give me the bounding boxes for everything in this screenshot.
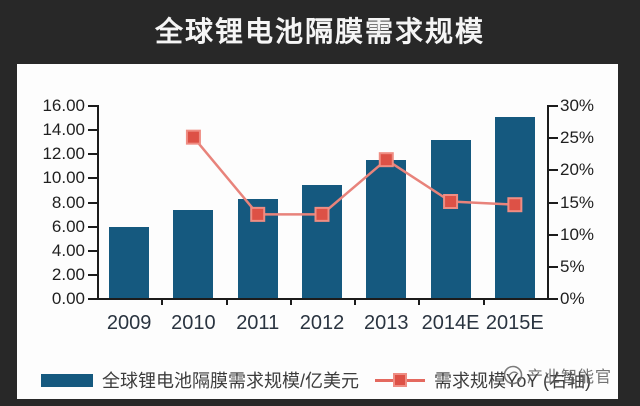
watermark-logo-icon <box>503 365 523 385</box>
bar-2014E <box>430 139 471 298</box>
y-axis-left-tick <box>88 177 97 180</box>
y-axis-right-tick <box>549 169 558 172</box>
x-axis-label-2013: 2013 <box>364 312 409 334</box>
y-axis-right-tick <box>549 105 558 107</box>
legend-line-marker <box>393 373 407 387</box>
y-axis-left-label: 14.00 <box>42 120 85 140</box>
y-axis-right-label: 15% <box>560 192 595 212</box>
y-axis-left-label: 8.00 <box>51 192 85 212</box>
x-axis-label-2010: 2010 <box>171 312 216 334</box>
y-axis-left-label: 10.00 <box>42 168 85 188</box>
y-axis-right-tick <box>549 298 558 300</box>
yoy-line-marker <box>185 129 201 145</box>
yoy-line-marker <box>378 152 394 168</box>
y-axis-right-tick <box>549 265 558 268</box>
legend-line-swatch <box>375 373 425 387</box>
x-axis-tick <box>225 298 228 305</box>
y-axis-right-label: 10% <box>560 224 595 244</box>
legend-bar-label: 全球锂电池隔膜需求规模/亿美元 <box>102 371 359 391</box>
y-axis-left-label: 12.00 <box>42 144 85 164</box>
x-axis-label-2011: 2011 <box>236 312 280 334</box>
y-axis-right-tick <box>549 201 558 204</box>
y-axis-left-tick <box>88 201 97 204</box>
y-axis-right-line <box>547 105 549 300</box>
y-axis-right-label: 25% <box>560 128 595 148</box>
yoy-line-marker <box>443 194 459 209</box>
bar-2010 <box>173 209 214 298</box>
x-axis-label-2012: 2012 <box>299 312 345 334</box>
legend-line-label: 需求规模YoY (右轴) <box>434 371 592 391</box>
legend-bar-swatch <box>41 373 93 387</box>
y-axis-left-tick <box>88 153 97 156</box>
y-axis-left-tick <box>88 225 97 228</box>
y-axis-left-tick <box>88 273 97 276</box>
y-axis-left-label: 0.00 <box>51 289 85 308</box>
legend: 全球锂电池隔膜需求规模/亿美元 需求规模YoY (右轴) <box>41 369 591 391</box>
y-axis-left-tick <box>88 249 97 252</box>
y-axis-left-tick <box>88 298 97 300</box>
yoy-line-marker <box>314 206 330 222</box>
yoy-line-path <box>192 136 515 216</box>
x-axis-tick <box>482 298 485 305</box>
watermark: 产业智能官 <box>503 363 612 387</box>
x-axis-tick <box>354 298 357 305</box>
bar-2013 <box>366 160 407 298</box>
y-axis-left-line <box>97 105 99 300</box>
yoy-line-marker <box>250 206 266 222</box>
chart-title: 全球锂电池隔膜需求规模 <box>154 16 485 47</box>
x-axis-tick <box>161 298 164 305</box>
x-axis-tick <box>289 298 292 305</box>
x-axis-line <box>97 298 549 300</box>
x-axis-label-2014E: 2014E <box>421 312 480 334</box>
x-axis-label-2015E: 2015E <box>485 312 544 334</box>
y-axis-left-tick <box>88 105 97 107</box>
x-axis-label-2009: 2009 <box>106 312 152 334</box>
y-axis-right-label: 30% <box>560 96 595 115</box>
watermark-label: 产业智能官 <box>527 369 613 386</box>
y-axis-right-label: 0% <box>560 289 585 308</box>
yoy-line-series <box>185 129 523 222</box>
bar-2009 <box>109 226 150 298</box>
y-axis-left-label: 4.00 <box>51 240 85 260</box>
chart-panel: 16.00 14.00 12.00 10.00 8.00 6.00 4.00 2.00 0.00… <box>17 64 618 399</box>
y-axis-right-tick <box>549 137 558 140</box>
y-axis-right-label: 20% <box>560 160 595 180</box>
y-axis-left-label: 2.00 <box>51 264 85 284</box>
y-axis-left-tick <box>88 129 97 132</box>
y-axis-left-label: 6.00 <box>51 216 85 236</box>
y-axis-right-label: 5% <box>560 256 585 276</box>
y-axis-left-label: 16.00 <box>42 96 85 115</box>
x-axis-tick <box>418 298 421 305</box>
y-axis-right-tick <box>549 233 558 236</box>
yoy-line-marker <box>507 197 523 213</box>
